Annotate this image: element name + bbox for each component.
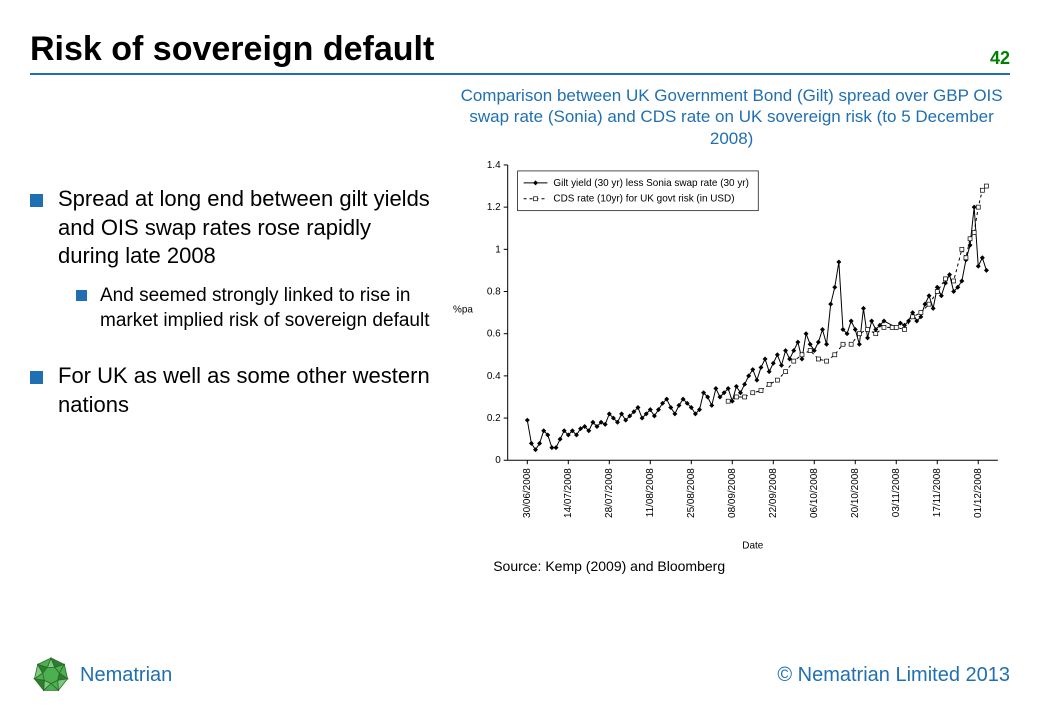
- svg-text:0.2: 0.2: [487, 413, 501, 424]
- svg-text:11/08/2008: 11/08/2008: [645, 467, 656, 516]
- svg-text:1.4: 1.4: [487, 160, 501, 171]
- svg-text:22/09/2008: 22/09/2008: [768, 467, 779, 517]
- svg-text:25/08/2008: 25/08/2008: [686, 467, 697, 517]
- svg-text:17/11/2008: 17/11/2008: [932, 467, 943, 516]
- page-number: 42: [990, 48, 1010, 69]
- svg-text:28/07/2008: 28/07/2008: [604, 467, 615, 517]
- brand-name: Nematrian: [80, 664, 172, 687]
- svg-text:1: 1: [495, 244, 501, 255]
- page-title: Risk of sovereign default: [30, 30, 434, 69]
- content-row: Spread at long end between gilt yields a…: [30, 85, 1010, 650]
- chart-column: Comparison between UK Government Bond (G…: [453, 85, 1010, 650]
- chart-source: Source: Kemp (2009) and Bloomberg: [493, 558, 1010, 574]
- bullet-list: Spread at long end between gilt yields a…: [30, 185, 433, 419]
- svg-text:01/12/2008: 01/12/2008: [973, 467, 984, 517]
- footer-left: Nematrian: [30, 654, 172, 696]
- svg-text:30/06/2008: 30/06/2008: [522, 467, 533, 517]
- chart-title: Comparison between UK Government Bond (G…: [453, 85, 1010, 149]
- svg-text:CDS rate (10yr) for UK govt ri: CDS rate (10yr) for UK govt risk (in USD…: [554, 193, 735, 204]
- sub-bullet-item: And seemed strongly linked to rise in ma…: [76, 283, 433, 334]
- bullet-item: For UK as well as some other western nat…: [30, 362, 433, 419]
- logo-icon: [30, 654, 72, 696]
- slide: Risk of sovereign default 42 Spread at l…: [0, 0, 1040, 720]
- bullet-item: Spread at long end between gilt yields a…: [30, 185, 433, 334]
- svg-text:20/10/2008: 20/10/2008: [850, 467, 861, 517]
- svg-text:0.4: 0.4: [487, 371, 501, 382]
- svg-text:Date: Date: [742, 540, 763, 551]
- svg-text:Gilt yield (30 yr) less Sonia: Gilt yield (30 yr) less Sonia swap rate …: [554, 178, 750, 189]
- sub-bullet-list: And seemed strongly linked to rise in ma…: [76, 283, 433, 334]
- line-chart: 0 0.2 0.4 0.6 0.8 1 1.2 1.4 %pa 30/06/2008 14/07/2…: [453, 157, 1010, 555]
- footer: Nematrian © Nematrian Limited 2013: [30, 650, 1010, 700]
- svg-text:1.2: 1.2: [487, 202, 501, 213]
- title-rule: [30, 73, 1010, 75]
- svg-text:%pa: %pa: [453, 304, 473, 315]
- copyright: © Nematrian Limited 2013: [777, 664, 1010, 687]
- svg-text:0.8: 0.8: [487, 286, 501, 297]
- svg-text:0.6: 0.6: [487, 328, 501, 339]
- svg-text:06/10/2008: 06/10/2008: [809, 467, 820, 517]
- bullets-column: Spread at long end between gilt yields a…: [30, 85, 433, 650]
- svg-text:03/11/2008: 03/11/2008: [891, 467, 902, 516]
- svg-text:0: 0: [495, 455, 501, 466]
- title-row: Risk of sovereign default 42: [30, 30, 1010, 69]
- svg-text:08/09/2008: 08/09/2008: [727, 467, 738, 517]
- svg-text:14/07/2008: 14/07/2008: [563, 467, 574, 517]
